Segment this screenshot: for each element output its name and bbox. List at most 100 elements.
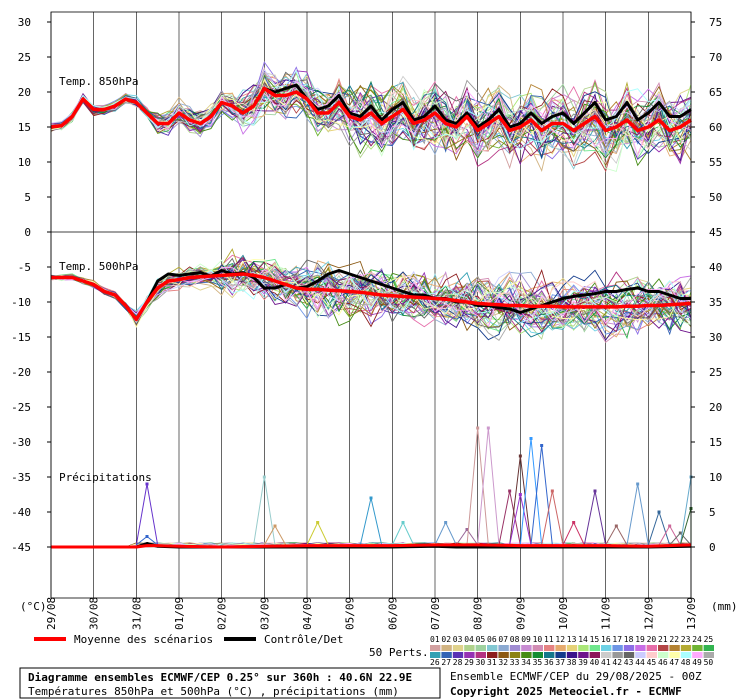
date-tick-label: 06/09 — [386, 597, 399, 630]
pert-swatch — [601, 652, 612, 658]
pert-number: 22 — [669, 635, 679, 644]
pert-number: 39 — [578, 658, 588, 667]
left-tick-label: -45 — [11, 541, 31, 554]
pert-swatch — [669, 652, 680, 658]
info-run: Ensemble ECMWF/CEP du 29/08/2025 - 00Z — [450, 670, 702, 683]
pert-number: 49 — [692, 658, 702, 667]
left-tick-label: -30 — [11, 436, 31, 449]
date-tick-label: 03/09 — [258, 597, 271, 630]
pert-swatch — [658, 645, 669, 651]
ensemble-member-line — [50, 257, 692, 329]
date-tick-label: 01/09 — [173, 597, 186, 630]
date-tick-label: 10/09 — [557, 597, 570, 630]
left-tick-label: -10 — [11, 296, 31, 309]
pert-number: 29 — [464, 658, 474, 667]
date-tick-label: 02/09 — [216, 597, 229, 630]
precip-peak-marker — [401, 521, 405, 524]
left-unit-label: (°C) — [20, 600, 47, 613]
info-subtitle: Températures 850hPa et 500hPa (°C) , pré… — [28, 685, 399, 698]
pert-swatch — [509, 652, 521, 658]
pert-swatch — [452, 645, 464, 651]
legend: Moyenne des scénarios Contrôle/Det 50 Pe… — [34, 633, 714, 667]
pert-number: 27 — [441, 658, 451, 667]
precip-peak-line — [306, 521, 329, 546]
pert-number: 38 — [567, 658, 577, 667]
date-tick-label: 11/09 — [600, 597, 613, 630]
precip-peak-line — [519, 438, 543, 545]
pert-number: 03 — [453, 635, 463, 644]
mean-line-precip — [51, 543, 692, 549]
right-tick-label: 55 — [709, 156, 722, 169]
pert-number: 13 — [567, 635, 577, 644]
precip-peak-line — [498, 490, 521, 545]
left-tick-label: 20 — [18, 86, 31, 99]
right-tick-label: 0 — [709, 541, 716, 554]
pert-swatch — [464, 645, 475, 651]
pert-swatch — [430, 645, 441, 651]
precip-peak-marker — [444, 521, 448, 524]
pert-number: 28 — [453, 658, 463, 667]
date-tick-label: 12/09 — [642, 597, 655, 630]
pert-swatch — [566, 645, 578, 651]
panel-label-500hpa: Temp. 500hPa — [59, 260, 138, 273]
pert-swatch — [703, 652, 714, 658]
pert-number: 33 — [510, 658, 520, 667]
precip-peak-marker — [486, 426, 490, 430]
precip-peak-line — [391, 521, 415, 546]
date-tick-label: 09/09 — [514, 597, 527, 630]
pert-number: 37 — [555, 658, 565, 667]
right-tick-label: 30 — [709, 331, 722, 344]
pert-number: 43 — [624, 658, 634, 667]
pert-number: 10 — [533, 635, 543, 644]
pert-swatch — [487, 645, 498, 651]
pert-swatch — [669, 645, 680, 651]
precip-peak-marker — [593, 489, 597, 493]
pert-number: 32 — [498, 658, 508, 667]
pert-number: 20 — [647, 635, 657, 644]
pert-number: 04 — [464, 635, 474, 644]
date-tick-label: 30/08 — [88, 597, 101, 630]
pert-swatch — [589, 645, 600, 651]
left-tick-label: -20 — [11, 366, 31, 379]
pert-swatch — [646, 652, 657, 658]
pert-number: 08 — [510, 635, 520, 644]
precip-peak-marker — [273, 524, 277, 528]
precip-peak-marker — [476, 426, 480, 430]
pert-number: 19 — [635, 635, 645, 644]
pert-swatch — [487, 652, 498, 658]
legend-control-label: Contrôle/Det — [264, 633, 343, 646]
pert-swatch — [532, 645, 543, 651]
pert-number: 24 — [692, 635, 702, 644]
panel-label-850hpa: Temp. 850hPa — [59, 75, 138, 88]
right-tick-label: 65 — [709, 86, 722, 99]
date-tick-label: 29/08 — [45, 597, 58, 630]
pert-number: 34 — [521, 658, 531, 667]
pert-number: 01 — [430, 635, 440, 644]
pert-swatch — [521, 652, 532, 658]
date-tick-label: 08/09 — [472, 597, 485, 630]
pert-number: 40 — [590, 658, 600, 667]
precip-peak-line — [477, 427, 500, 545]
pert-swatch — [475, 645, 486, 651]
right-tick-label: 5 — [709, 506, 716, 519]
pert-number: 23 — [681, 635, 691, 644]
pert-number: 02 — [441, 635, 451, 644]
pert-swatch — [498, 645, 509, 651]
pert-swatch — [464, 652, 475, 658]
pert-swatch — [509, 645, 521, 651]
right-tick-label: 50 — [709, 191, 722, 204]
control-line-500hpa — [51, 269, 691, 321]
pert-swatch — [555, 652, 566, 658]
pert-swatch — [452, 652, 464, 658]
pert-number: 31 — [487, 658, 497, 667]
ensemble-member-line — [50, 266, 692, 331]
left-tick-label: -5 — [18, 261, 31, 274]
legend-perts-label: 50 Perts. — [369, 646, 429, 659]
mean-line-500hpa — [51, 272, 692, 322]
precip-peak-line — [626, 483, 649, 545]
pert-number: 42 — [612, 658, 622, 667]
right-tick-label: 15 — [709, 436, 722, 449]
precip-peak-marker — [668, 524, 672, 528]
ensemble-member-line — [50, 269, 692, 324]
pert-number: 12 — [555, 635, 565, 644]
